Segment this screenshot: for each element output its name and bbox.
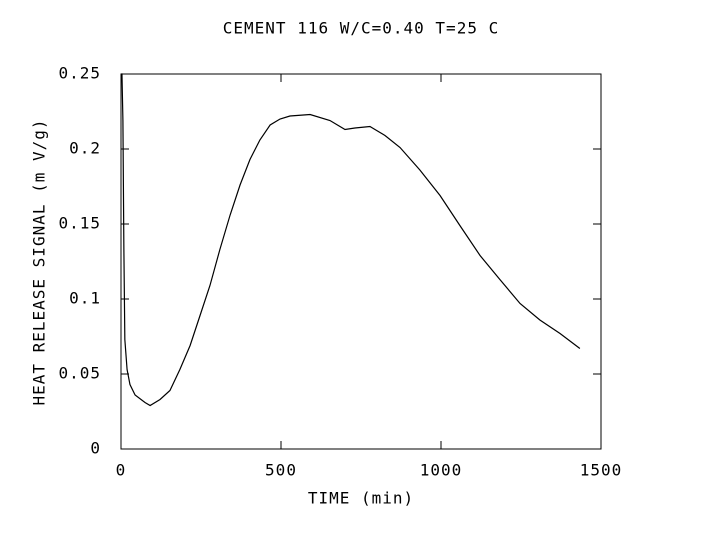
chart-title: CEMENT 116 W/C=0.40 T=25 C	[223, 19, 499, 38]
x-tick-label: 0	[116, 461, 127, 480]
y-tick-label: 0	[90, 439, 101, 458]
x-tick-label: 1000	[420, 461, 463, 480]
y-tick-label: 0.15	[58, 214, 101, 233]
y-tick-label: 0.05	[58, 364, 101, 383]
data-line	[121, 73, 581, 407]
y-tick-label: 0.2	[69, 139, 101, 158]
plot-frame	[120, 73, 602, 450]
x-tick-label: 500	[265, 461, 297, 480]
y-tick-label: 0.1	[69, 289, 101, 308]
x-tick-label: 1500	[580, 461, 623, 480]
y-tick-label: 0.25	[58, 64, 101, 83]
y-axis-label: HEAT RELEASE SIGNAL (m V/g)	[30, 118, 49, 405]
x-axis-label: TIME (min)	[308, 489, 414, 508]
